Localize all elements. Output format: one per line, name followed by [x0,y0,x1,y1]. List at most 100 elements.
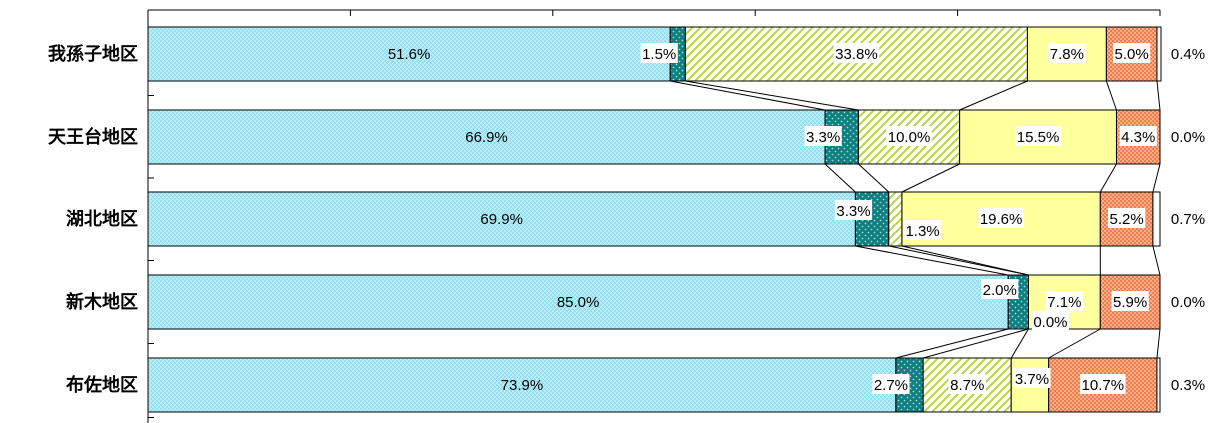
data-label: 66.9% [465,129,508,146]
data-label-text: 3.3% [836,203,870,220]
bar-segment [1152,191,1161,247]
data-label-text: 7.1% [1047,294,1081,311]
category-label: 湖北地区 [66,208,138,229]
data-label: 7.8% [1048,43,1086,63]
data-label: 3.7% [1013,368,1051,388]
data-label-bg [1111,291,1149,311]
data-label: 0.3% [1171,377,1205,394]
connector-line [1156,328,1161,359]
data-label-text: 0.3% [1171,377,1205,394]
data-label: 4.3% [1119,126,1157,146]
data-label-text: 1.5% [642,46,676,63]
data-label: 2.0% [981,279,1019,299]
connector-line [901,163,960,193]
data-label: 3.3% [834,200,873,220]
data-label-text: 0.7% [1171,211,1205,228]
data-label-bg [834,200,873,220]
data-label-text: 0.0% [1033,314,1067,331]
bar-segment [147,109,826,165]
data-label-text: 3.3% [806,129,840,146]
data-label-text: 0.4% [1171,46,1205,63]
connector-line [923,328,1029,359]
data-label-text: 5.2% [1110,211,1144,228]
data-label-text: 0.0% [1171,129,1205,146]
connector-line [855,245,1009,276]
data-label: 5.0% [1113,43,1151,63]
data-label-bg [1013,368,1051,388]
data-label-text: 10.0% [888,129,931,146]
data-label: 33.8% [833,43,880,63]
data-label: 10.7% [1080,374,1126,394]
data-label-bg [903,220,942,240]
connector-line [901,245,1029,276]
data-label-text: 69.9% [480,211,523,228]
data-label-text: 0.0% [1171,294,1205,311]
data-label-text: 19.6% [980,211,1023,228]
category-label: 布佐地区 [66,374,138,395]
connector-line [895,328,1009,359]
data-label-bg [1113,43,1151,63]
data-label-bg [886,126,932,146]
data-label-bg [1108,208,1146,228]
bar-segment [147,191,856,247]
data-label-text: 73.9% [501,377,544,394]
connector-line [1152,245,1161,276]
data-label: 2.7% [872,374,910,394]
data-label-text: 15.5% [1017,129,1060,146]
data-label-text: 4.3% [1121,129,1155,146]
data-label: 73.9% [501,377,544,394]
data-label: 10.0% [886,126,932,146]
connector-line [1152,163,1161,193]
category-label: 天王台地区 [48,126,138,147]
data-label: 69.9% [480,211,523,228]
data-label-text: 1.3% [905,223,939,240]
data-label-text: 10.7% [1082,377,1125,394]
data-label-bg [833,43,880,63]
data-label: 5.9% [1111,291,1149,311]
connector-line [959,80,1028,111]
data-label: 85.0% [557,294,600,311]
data-label-bg [978,208,1024,228]
data-label-text: 66.9% [465,129,508,146]
data-label: 3.3% [804,126,842,146]
data-label-text: 5.9% [1113,294,1147,311]
data-label-text: 51.6% [388,46,431,63]
category-label: 新木地区 [66,291,138,312]
connector-lines [670,80,1161,359]
data-label: 1.3% [903,220,942,240]
data-label: 8.7% [948,374,986,394]
connector-line [685,80,859,111]
data-label: 7.1% [1045,291,1083,311]
data-label: 19.6% [978,208,1024,228]
category-label: 我孫子地区 [48,43,138,64]
data-label-text: 85.0% [557,294,600,311]
data-label-bg [1119,126,1157,146]
data-label-text: 2.0% [983,282,1017,299]
connector-line [1048,328,1101,359]
data-label-bg [872,374,910,394]
data-label: 0.7% [1171,211,1205,228]
data-label-bg [1080,374,1126,394]
connector-line [824,163,856,193]
connector-line [1105,80,1117,111]
data-label-text: 2.7% [874,377,908,394]
data-label-text: 3.7% [1015,371,1049,388]
bar-segment [1156,357,1161,413]
data-label-bg [640,43,678,63]
connector-line [670,80,826,111]
data-label-bg [948,374,986,394]
bar-segment [147,26,671,82]
labels: 我孫子地区 51.6% 1.5% 33.8% 7.8% 5.0% 0.4% 天王台地区 66.9… [48,43,1205,395]
connector-line [1156,80,1161,111]
data-label-bg [1031,311,1070,331]
data-label: 1.5% [640,43,678,63]
data-label-text: 33.8% [835,46,878,63]
data-label: 5.2% [1108,208,1146,228]
data-label-text: 5.0% [1115,46,1149,63]
data-label-bg [1048,43,1086,63]
data-label: 0.4% [1171,46,1205,63]
data-label: 15.5% [1015,126,1061,146]
data-label-text: 7.8% [1050,46,1084,63]
data-label: 51.6% [388,46,431,63]
connector-line [1099,163,1117,193]
